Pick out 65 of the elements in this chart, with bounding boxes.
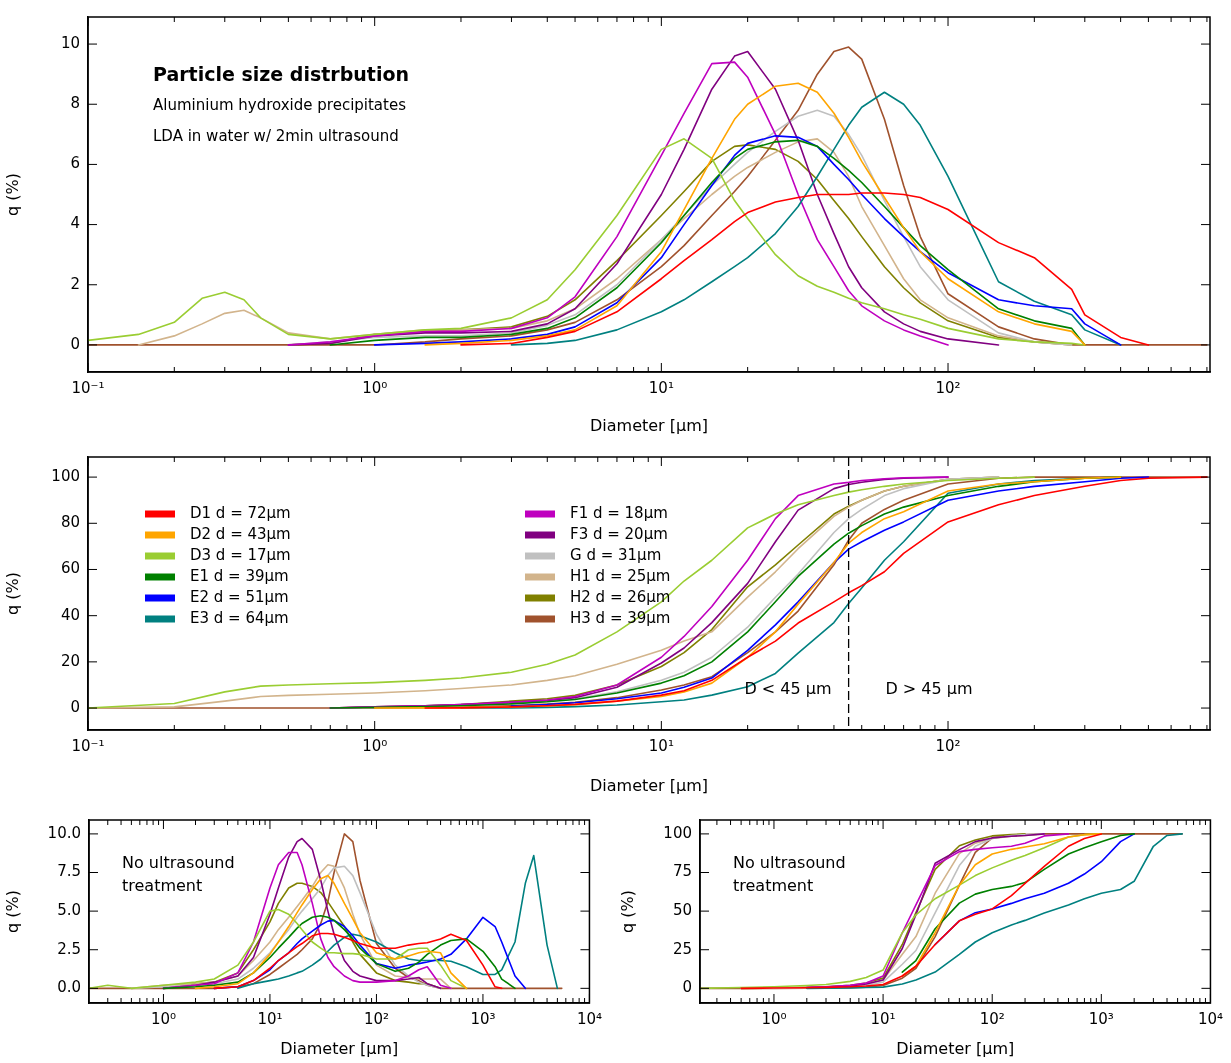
x-axis-title: Diameter [µm]: [280, 1038, 399, 1058]
y-tick-label: 75: [672, 862, 692, 881]
annotation: No ultrasound treatment: [733, 853, 846, 896]
legend-label: H1 d = 25µm: [570, 566, 671, 585]
legend-label: E3 d = 64µm: [190, 608, 289, 627]
x-tick-label: 10⁰: [150, 1009, 176, 1028]
y-tick-label: 10: [60, 33, 80, 52]
x-tick-label: 10⁰: [362, 736, 388, 755]
y-tick-label: 0.0: [57, 978, 81, 997]
y-tick-label: 2.5: [57, 939, 81, 958]
y-tick-label: 100: [663, 823, 692, 842]
x-axis-title: Diameter [µm]: [589, 775, 709, 795]
x-tick-label: 10⁻¹: [71, 378, 105, 397]
y-tick-label: 60: [60, 559, 80, 578]
annotation: No ultrasound treatment: [122, 853, 235, 896]
x-tick-label: 10⁰: [362, 378, 388, 397]
y-tick-label: 25: [672, 939, 692, 958]
legend-label: D3 d = 17µm: [190, 545, 291, 564]
x-tick-label: 10²: [935, 736, 961, 755]
y-axis-title: q (%): [2, 890, 22, 933]
legend-label: F3 d = 20µm: [570, 524, 668, 543]
x-tick-label: 10²: [363, 1009, 389, 1028]
y-tick-label: 2: [70, 274, 80, 293]
y-tick-label: 80: [60, 513, 80, 532]
annotation: LDA in water w/ 2min ultrasound: [153, 126, 399, 145]
y-tick-label: 8: [70, 94, 80, 113]
y-tick-label: 10.0: [47, 823, 81, 842]
y-tick-label: 0: [70, 697, 80, 716]
x-tick-label: 10³: [1088, 1009, 1114, 1028]
legend-label: H2 d = 26µm: [570, 587, 671, 606]
y-tick-label: 4: [70, 214, 80, 233]
legend-label: D2 d = 43µm: [190, 524, 291, 543]
x-axis-title: Diameter [µm]: [589, 415, 709, 435]
x-tick-label: 10¹: [648, 736, 674, 755]
x-tick-label: 10⁰: [761, 1009, 787, 1028]
y-tick-label: 20: [60, 651, 80, 670]
annotation: D > 45 µm: [885, 679, 973, 699]
legend-label: F1 d = 18µm: [570, 503, 668, 522]
y-tick-label: 6: [70, 154, 80, 173]
x-tick-label: 10⁻¹: [71, 736, 105, 755]
x-tick-label: 10³: [470, 1009, 496, 1028]
y-tick-label: 5.0: [57, 901, 81, 919]
x-tick-label: 10⁴: [1197, 1009, 1223, 1028]
y-tick-label: 40: [60, 605, 80, 624]
legend-label: E2 d = 51µm: [190, 587, 289, 606]
y-tick-label: 7.5: [57, 862, 81, 881]
y-tick-label: 0: [70, 334, 80, 353]
x-tick-label: 10¹: [648, 378, 674, 397]
y-tick-label: 0: [682, 978, 692, 997]
x-tick-label: 10⁴: [576, 1009, 602, 1028]
x-tick-label: 10²: [979, 1009, 1005, 1028]
x-axis-title: Diameter [µm]: [896, 1038, 1015, 1058]
x-tick-label: 10¹: [257, 1009, 283, 1028]
y-tick-label: 50: [672, 901, 692, 919]
legend-label: D1 d = 72µm: [190, 503, 291, 522]
y-tick-label: 100: [51, 466, 80, 485]
text: Aluminium hydroxide precipitates: [153, 96, 407, 115]
y-axis-title: q (%): [2, 173, 22, 216]
x-tick-label: 10²: [935, 378, 961, 397]
y-axis-title: q (%): [2, 572, 22, 615]
legend-label: E1 d = 39µm: [190, 566, 289, 585]
x-tick-label: 10¹: [870, 1009, 896, 1028]
y-axis-title: q (%): [617, 890, 637, 933]
legend-label: G d = 31µm: [570, 545, 662, 564]
text: Particle size distrbution: [153, 62, 410, 85]
